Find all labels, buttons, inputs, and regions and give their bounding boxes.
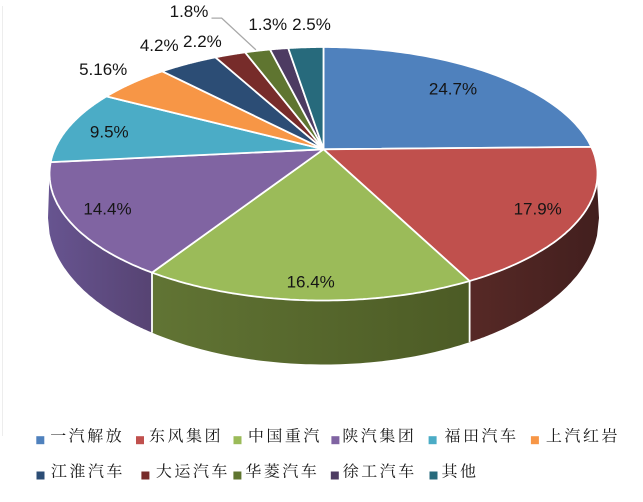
svg-text:9.5%: 9.5%	[90, 122, 129, 141]
svg-text:4.2%: 4.2%	[140, 36, 179, 55]
svg-text:16.4%: 16.4%	[287, 272, 335, 291]
svg-text:24.7%: 24.7%	[429, 80, 477, 99]
svg-text:1.3%: 1.3%	[248, 15, 287, 34]
svg-text:5.16%: 5.16%	[79, 60, 127, 79]
svg-text:1.8%: 1.8%	[170, 2, 209, 21]
svg-text:14.4%: 14.4%	[83, 200, 131, 219]
svg-text:2.2%: 2.2%	[183, 32, 222, 51]
svg-text:17.9%: 17.9%	[514, 200, 562, 219]
svg-text:2.5%: 2.5%	[292, 15, 331, 34]
